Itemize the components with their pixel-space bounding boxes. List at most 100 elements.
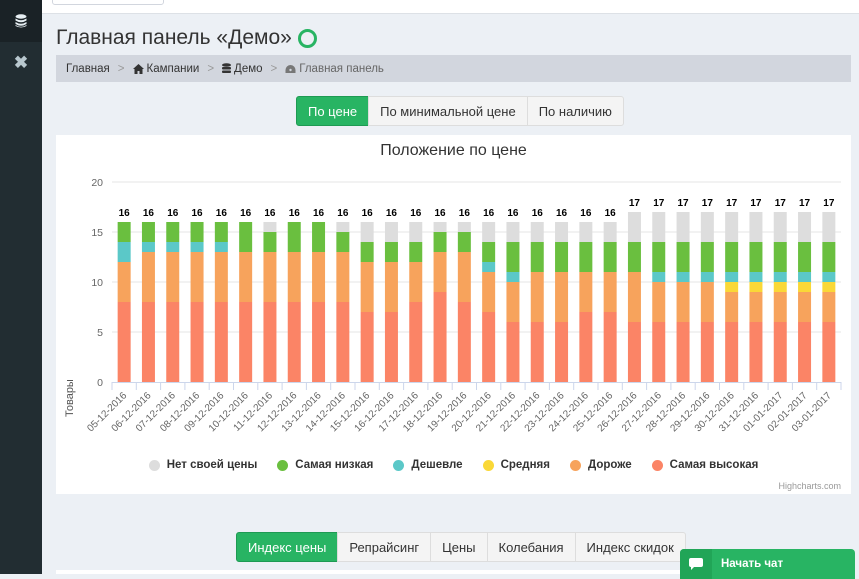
legend-item[interactable]: Самая высокая <box>651 459 758 471</box>
bar-segment[interactable] <box>336 232 350 252</box>
bar-segment[interactable] <box>312 252 326 302</box>
bar-segment[interactable] <box>676 322 690 382</box>
bar-segment[interactable] <box>166 222 180 242</box>
top-input-box[interactable] <box>52 0 164 5</box>
breadcrumb-home[interactable]: Главная <box>66 62 110 75</box>
start-chat-button[interactable]: Начать чат <box>680 549 855 579</box>
bar-segment[interactable] <box>749 322 763 382</box>
bar-segment[interactable] <box>457 252 471 302</box>
bar-segment[interactable] <box>773 212 787 242</box>
bar-segment[interactable] <box>749 282 763 292</box>
breadcrumb-demo[interactable]: Демо <box>222 63 263 75</box>
bar-segment[interactable] <box>822 292 836 322</box>
bar-segment[interactable] <box>676 282 690 322</box>
bar-segment[interactable] <box>725 322 739 382</box>
bar-segment[interactable] <box>652 282 666 322</box>
bar-segment[interactable] <box>166 252 180 302</box>
bar-segment[interactable] <box>141 222 155 242</box>
bar-segment[interactable] <box>530 222 544 242</box>
bar-segment[interactable] <box>700 322 714 382</box>
bar-segment[interactable] <box>457 222 471 232</box>
bar-segment[interactable] <box>749 212 763 242</box>
bar-segment[interactable] <box>822 282 836 292</box>
legend-item[interactable]: Дороже <box>569 459 632 471</box>
bar-segment[interactable] <box>676 242 690 272</box>
bar-segment[interactable] <box>798 292 812 322</box>
bar-segment[interactable] <box>287 222 301 252</box>
bar-segment[interactable] <box>530 272 544 322</box>
bar-segment[interactable] <box>798 242 812 272</box>
bar-segment[interactable] <box>725 272 739 282</box>
bar-segment[interactable] <box>676 212 690 242</box>
bar-segment[interactable] <box>627 212 641 242</box>
bar-segment[interactable] <box>652 322 666 382</box>
bar-segment[interactable] <box>773 292 787 322</box>
bar-segment[interactable] <box>798 272 812 282</box>
bar-segment[interactable] <box>555 272 569 322</box>
bar-segment[interactable] <box>190 222 204 242</box>
bar-segment[interactable] <box>214 252 228 302</box>
bar-segment[interactable] <box>603 312 617 382</box>
bar-segment[interactable] <box>506 272 520 282</box>
breadcrumb-campaigns[interactable]: Кампании <box>132 63 199 75</box>
bar-segment[interactable] <box>239 222 253 252</box>
bar-segment[interactable] <box>798 322 812 382</box>
bar-segment[interactable] <box>433 222 447 232</box>
bar-segment[interactable] <box>239 252 253 302</box>
bar-segment[interactable] <box>773 242 787 272</box>
bar-segment[interactable] <box>117 242 131 262</box>
bar-segment[interactable] <box>166 302 180 382</box>
bar-segment[interactable] <box>433 292 447 382</box>
bar-segment[interactable] <box>214 242 228 252</box>
bar-segment[interactable] <box>822 272 836 282</box>
bar-segment[interactable] <box>798 212 812 242</box>
bar-segment[interactable] <box>579 222 593 242</box>
bar-segment[interactable] <box>700 242 714 272</box>
tab-by-availability[interactable]: По наличию <box>526 96 624 126</box>
sidebar-item-close[interactable]: ✖ <box>0 42 42 84</box>
bar-segment[interactable] <box>336 302 350 382</box>
bar-segment[interactable] <box>627 242 641 272</box>
bar-segment[interactable] <box>214 222 228 242</box>
legend-item[interactable]: Нет своей цены <box>148 459 257 471</box>
bar-segment[interactable] <box>166 242 180 252</box>
bar-segment[interactable] <box>555 322 569 382</box>
bar-segment[interactable] <box>287 252 301 302</box>
bar-segment[interactable] <box>603 242 617 272</box>
bar-segment[interactable] <box>773 272 787 282</box>
bar-segment[interactable] <box>603 272 617 312</box>
bar-segment[interactable] <box>652 212 666 242</box>
bar-segment[interactable] <box>725 212 739 242</box>
bar-segment[interactable] <box>360 262 374 312</box>
bar-segment[interactable] <box>749 292 763 322</box>
bar-segment[interactable] <box>822 242 836 272</box>
bar-segment[interactable] <box>239 302 253 382</box>
tab-price-index[interactable]: Индекс цены <box>236 532 339 562</box>
bar-segment[interactable] <box>676 272 690 282</box>
bar-segment[interactable] <box>409 302 423 382</box>
bar-segment[interactable] <box>384 312 398 382</box>
bar-segment[interactable] <box>384 242 398 262</box>
bar-segment[interactable] <box>263 252 277 302</box>
bar-segment[interactable] <box>506 222 520 242</box>
bar-segment[interactable] <box>749 272 763 282</box>
bar-segment[interactable] <box>117 262 131 302</box>
sidebar-item-database[interactable] <box>0 0 42 42</box>
bar-segment[interactable] <box>336 252 350 302</box>
bar-segment[interactable] <box>506 242 520 272</box>
bar-segment[interactable] <box>482 242 496 262</box>
bar-segment[interactable] <box>190 252 204 302</box>
bar-segment[interactable] <box>384 222 398 242</box>
bar-segment[interactable] <box>700 272 714 282</box>
bar-segment[interactable] <box>798 282 812 292</box>
tab-by-min-price[interactable]: По минимальной цене <box>368 96 528 126</box>
bar-segment[interactable] <box>117 302 131 382</box>
bar-segment[interactable] <box>725 282 739 292</box>
bar-segment[interactable] <box>822 212 836 242</box>
bar-segment[interactable] <box>263 302 277 382</box>
tab-prices[interactable]: Цены <box>430 532 488 562</box>
bar-segment[interactable] <box>603 222 617 242</box>
bar-segment[interactable] <box>725 292 739 322</box>
bar-segment[interactable] <box>482 272 496 312</box>
bar-segment[interactable] <box>360 242 374 262</box>
